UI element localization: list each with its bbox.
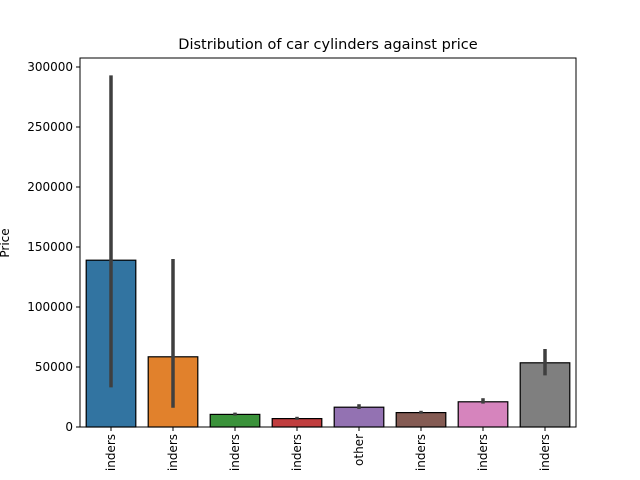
- x-tick-label: inders: [476, 434, 490, 471]
- x-tick-label: inders: [414, 434, 428, 471]
- bar: [271, 418, 323, 428]
- y-tick-label: 150000: [27, 240, 73, 254]
- y-tick-label: 100000: [27, 300, 73, 314]
- x-tick-label: inders: [104, 434, 118, 471]
- y-tick-label: 200000: [27, 180, 73, 194]
- bar: [395, 412, 447, 428]
- bar: [209, 413, 261, 428]
- y-tick-label: 300000: [27, 60, 73, 74]
- x-tick-label: inders: [290, 434, 304, 471]
- bar: [333, 406, 385, 428]
- plot-area: 0 50000 100000 150000 200000 250000 300000 inde…: [27, 60, 571, 471]
- y-tick-label: 0: [65, 420, 73, 434]
- y-tick-label: 50000: [35, 360, 73, 374]
- chart-title: Distribution of car cylinders against pr…: [178, 37, 477, 53]
- y-tick-label: 250000: [27, 120, 73, 134]
- x-tick-label: inders: [538, 434, 552, 471]
- x-tick-label: inders: [166, 434, 180, 471]
- axes-frame: [79, 57, 577, 428]
- bar: [457, 401, 509, 428]
- x-tick-label: inders: [228, 434, 242, 471]
- x-tick-label: other: [352, 434, 366, 466]
- y-axis-label: Price: [0, 228, 12, 257]
